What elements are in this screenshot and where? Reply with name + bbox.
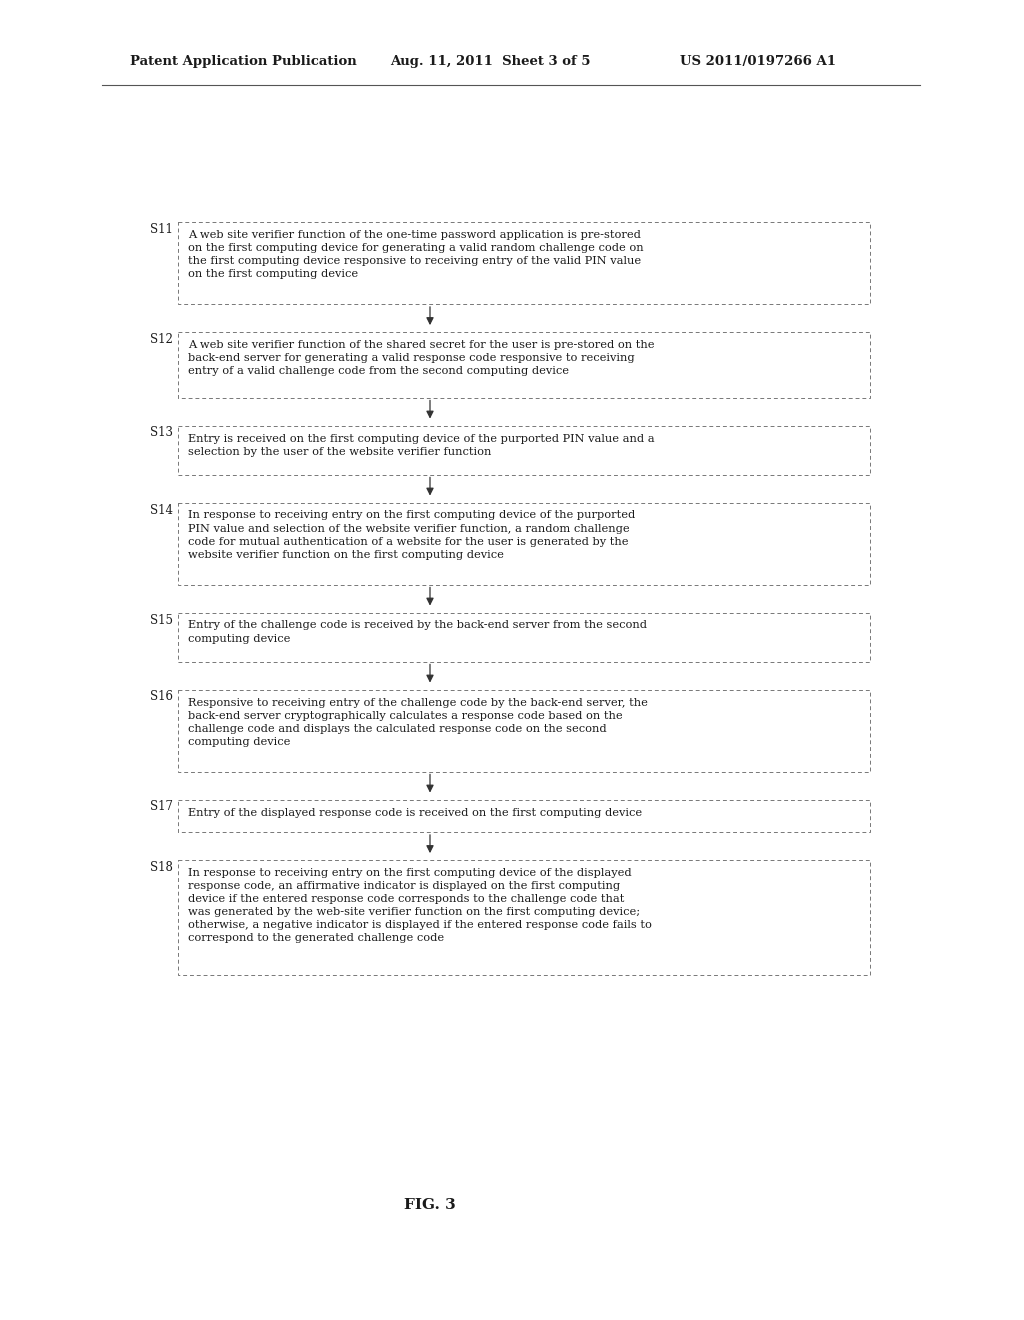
Text: Entry of the displayed response code is received on the first computing device: Entry of the displayed response code is …: [188, 808, 642, 817]
Text: S14: S14: [150, 503, 173, 516]
Text: US 2011/0197266 A1: US 2011/0197266 A1: [680, 55, 836, 69]
Text: Entry is received on the first computing device of the purported PIN value and a: Entry is received on the first computing…: [188, 433, 654, 457]
Bar: [178, 861, 870, 975]
Bar: [178, 425, 870, 474]
Bar: [178, 222, 870, 304]
Bar: [178, 612, 870, 661]
Text: S16: S16: [150, 690, 173, 704]
Bar: [178, 333, 870, 397]
Text: In response to receiving entry on the first computing device of the displayed
re: In response to receiving entry on the fi…: [188, 869, 652, 944]
Text: FIG. 3: FIG. 3: [404, 1199, 456, 1212]
Text: S12: S12: [150, 333, 173, 346]
Bar: [178, 800, 870, 832]
Text: Entry of the challenge code is received by the back-end server from the second
c: Entry of the challenge code is received …: [188, 620, 647, 644]
Text: S17: S17: [150, 800, 173, 813]
Bar: [178, 689, 870, 771]
Text: Aug. 11, 2011  Sheet 3 of 5: Aug. 11, 2011 Sheet 3 of 5: [390, 55, 591, 69]
Text: A web site verifier function of the shared secret for the user is pre-stored on : A web site verifier function of the shar…: [188, 341, 654, 376]
Text: S13: S13: [150, 426, 173, 440]
Text: A web site verifier function of the one-time password application is pre-stored
: A web site verifier function of the one-…: [188, 230, 644, 279]
Text: S11: S11: [150, 223, 173, 236]
Bar: [178, 503, 870, 585]
Text: In response to receiving entry on the first computing device of the purported
PI: In response to receiving entry on the fi…: [188, 511, 635, 560]
Text: S18: S18: [150, 861, 173, 874]
Text: S15: S15: [150, 614, 173, 627]
Text: Responsive to receiving entry of the challenge code by the back-end server, the
: Responsive to receiving entry of the cha…: [188, 697, 648, 747]
Text: Patent Application Publication: Patent Application Publication: [130, 55, 356, 69]
